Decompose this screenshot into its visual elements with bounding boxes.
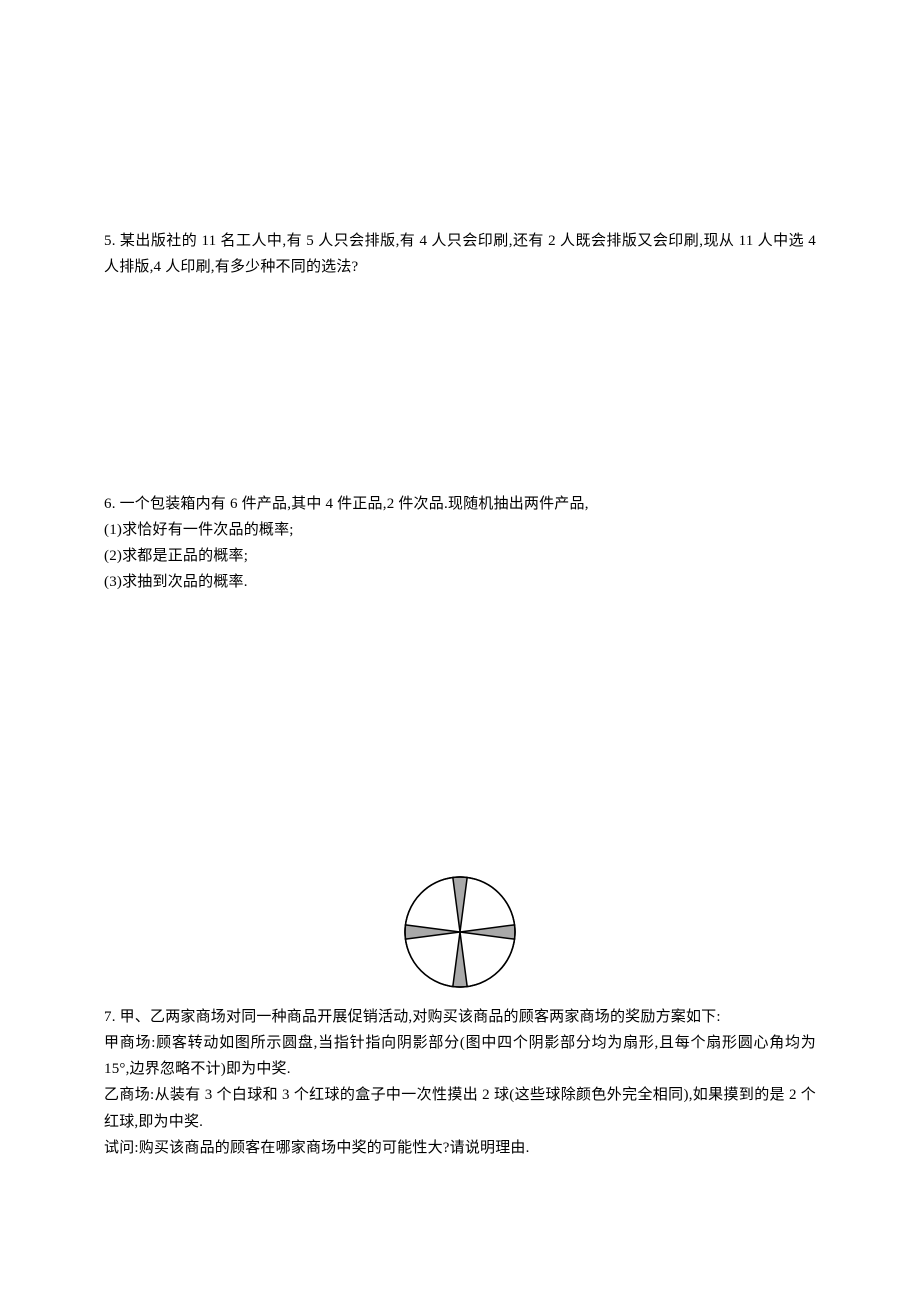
question-6-part-1: (1)求恰好有一件次品的概率;: [104, 517, 816, 543]
spacer-after-q5: [104, 281, 816, 491]
wheel-diagram: [400, 872, 520, 992]
question-7-line-0: 7. 甲、乙两家商场对同一种商品开展促销活动,对购买该商品的顾客两家商场的奖励方…: [104, 1004, 816, 1030]
wheel-diagram-container: [104, 872, 816, 992]
question-6-number: 6.: [104, 496, 116, 512]
question-6-lead-text: 一个包装箱内有 6 件产品,其中 4 件正品,2 件次品.现随机抽出两件产品,: [120, 496, 589, 512]
question-6-lead: 6. 一个包装箱内有 6 件产品,其中 4 件正品,2 件次品.现随机抽出两件产…: [104, 491, 816, 517]
question-7-line-3: 试问:购买该商品的顾客在哪家商场中奖的可能性大?请说明理由.: [104, 1135, 816, 1161]
question-5-number: 5.: [104, 233, 116, 249]
spacer-after-q6: [104, 596, 816, 856]
question-6-part-3: (3)求抽到次品的概率.: [104, 569, 816, 595]
question-7-line-2: 乙商场:从装有 3 个白球和 3 个红球的盒子中一次性摸出 2 球(这些球除颜色…: [104, 1082, 816, 1135]
question-5-text: 某出版社的 11 名工人中,有 5 人只会排版,有 4 人只会印刷,还有 2 人…: [104, 233, 816, 275]
question-5: 5. 某出版社的 11 名工人中,有 5 人只会排版,有 4 人只会印刷,还有 …: [104, 228, 816, 281]
question-6-part-2: (2)求都是正品的概率;: [104, 543, 816, 569]
question-7-text-0: 甲、乙两家商场对同一种商品开展促销活动,对购买该商品的顾客两家商场的奖励方案如下…: [120, 1009, 721, 1025]
question-7-number: 7.: [104, 1009, 116, 1025]
page-body: 5. 某出版社的 11 名工人中,有 5 人只会排版,有 4 人只会印刷,还有 …: [0, 0, 920, 1161]
question-7-line-1: 甲商场:顾客转动如图所示圆盘,当指针指向阴影部分(图中四个阴影部分均为扇形,且每…: [104, 1030, 816, 1083]
